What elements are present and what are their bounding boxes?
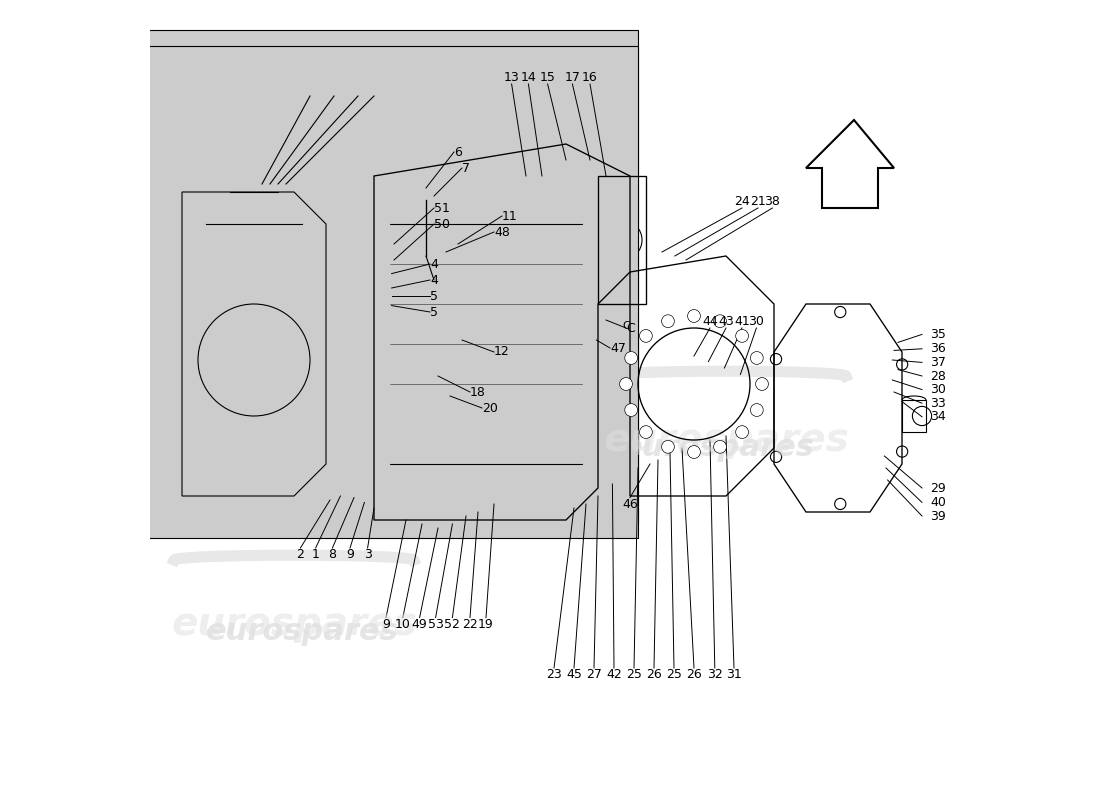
- Polygon shape: [806, 120, 894, 208]
- Text: 4: 4: [430, 274, 438, 286]
- Text: 35: 35: [930, 328, 946, 341]
- Text: 14: 14: [520, 71, 537, 84]
- Text: eurospares: eurospares: [172, 605, 417, 643]
- Text: 27: 27: [586, 668, 602, 681]
- Circle shape: [688, 310, 701, 322]
- Text: 52: 52: [444, 618, 460, 630]
- Text: 39: 39: [930, 510, 946, 522]
- Text: C: C: [623, 322, 630, 331]
- Text: 5: 5: [430, 306, 438, 318]
- Text: 13: 13: [504, 71, 519, 84]
- Text: 23: 23: [546, 668, 562, 681]
- Text: 6: 6: [454, 146, 462, 158]
- Text: 31: 31: [726, 668, 741, 681]
- Text: 25: 25: [667, 668, 682, 681]
- Circle shape: [639, 330, 652, 342]
- Text: 18: 18: [470, 386, 486, 398]
- Circle shape: [756, 378, 769, 390]
- Text: 9: 9: [346, 548, 354, 561]
- Circle shape: [736, 426, 748, 438]
- Text: 33: 33: [930, 397, 946, 410]
- FancyBboxPatch shape: [146, 46, 638, 538]
- Text: eurospares: eurospares: [621, 434, 814, 462]
- Text: 26: 26: [646, 668, 662, 681]
- Text: 36: 36: [930, 342, 946, 355]
- Text: 44: 44: [702, 315, 718, 328]
- Text: 32: 32: [707, 668, 723, 681]
- Circle shape: [625, 351, 638, 364]
- Text: 42: 42: [606, 668, 621, 681]
- Text: 2: 2: [297, 548, 305, 561]
- Text: 17: 17: [564, 71, 581, 84]
- Text: 53: 53: [428, 618, 443, 630]
- Text: 26: 26: [686, 668, 702, 681]
- Text: 47: 47: [610, 342, 626, 354]
- Circle shape: [639, 426, 652, 438]
- Text: 28: 28: [930, 370, 946, 382]
- Text: C: C: [626, 322, 635, 334]
- Circle shape: [688, 446, 701, 458]
- Text: 1: 1: [311, 548, 319, 561]
- Text: 12: 12: [494, 346, 509, 358]
- Text: 51: 51: [434, 202, 450, 214]
- Text: 24: 24: [734, 195, 750, 208]
- Text: 40: 40: [930, 496, 946, 509]
- Text: 5: 5: [430, 290, 438, 302]
- Text: 7: 7: [462, 162, 470, 174]
- Circle shape: [714, 441, 726, 454]
- Text: 34: 34: [930, 410, 946, 423]
- Circle shape: [661, 314, 674, 327]
- Text: 48: 48: [494, 226, 510, 238]
- Text: 4: 4: [430, 258, 438, 270]
- Text: 8: 8: [329, 548, 337, 561]
- Text: 19: 19: [478, 618, 494, 630]
- Text: eurospares: eurospares: [206, 618, 398, 646]
- Text: 11: 11: [502, 210, 518, 222]
- Text: 15: 15: [540, 71, 556, 84]
- Text: 9: 9: [382, 618, 389, 630]
- Text: 37: 37: [930, 356, 946, 369]
- Text: 30: 30: [748, 315, 764, 328]
- Text: eurospares: eurospares: [603, 421, 849, 459]
- Circle shape: [661, 441, 674, 454]
- Circle shape: [387, 254, 400, 266]
- Circle shape: [619, 378, 632, 390]
- Text: 49: 49: [411, 618, 428, 630]
- Circle shape: [625, 404, 638, 417]
- Text: 22: 22: [462, 618, 477, 630]
- Text: 46: 46: [623, 498, 638, 510]
- Text: 41: 41: [734, 315, 750, 328]
- Circle shape: [750, 404, 763, 417]
- Circle shape: [750, 351, 763, 364]
- Text: 21: 21: [750, 195, 766, 208]
- Text: 25: 25: [626, 668, 642, 681]
- Text: 29: 29: [930, 482, 946, 494]
- Text: 38: 38: [764, 195, 780, 208]
- Text: 10: 10: [395, 618, 410, 630]
- Text: 43: 43: [718, 315, 734, 328]
- Text: 30: 30: [930, 383, 946, 396]
- Text: 16: 16: [582, 71, 598, 84]
- Circle shape: [736, 330, 748, 342]
- Text: 20: 20: [482, 402, 498, 414]
- Text: 50: 50: [434, 218, 450, 230]
- FancyBboxPatch shape: [146, 30, 638, 522]
- Circle shape: [387, 238, 400, 250]
- Text: 45: 45: [566, 668, 582, 681]
- Text: 3: 3: [364, 548, 372, 561]
- Circle shape: [714, 314, 726, 327]
